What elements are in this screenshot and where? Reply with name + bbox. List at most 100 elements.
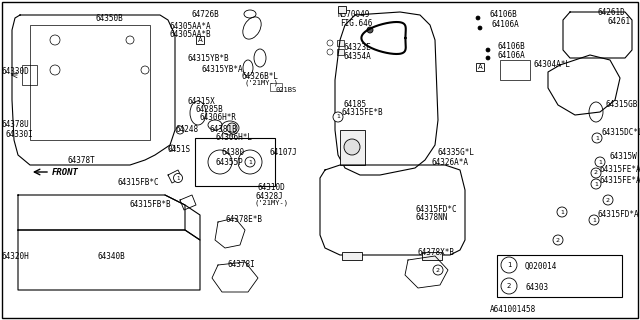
Text: 64381B: 64381B xyxy=(210,125,237,134)
Circle shape xyxy=(557,207,567,217)
Bar xyxy=(422,252,442,260)
Text: 1: 1 xyxy=(248,159,252,164)
Circle shape xyxy=(344,139,360,155)
Circle shape xyxy=(595,157,605,167)
Text: 0451S: 0451S xyxy=(168,145,191,154)
Text: 64315X: 64315X xyxy=(188,97,216,106)
Text: 64315FE*A: 64315FE*A xyxy=(600,176,640,185)
Circle shape xyxy=(333,112,343,122)
Text: 64305AA*A: 64305AA*A xyxy=(170,22,212,31)
Text: 64310D: 64310D xyxy=(258,183,285,192)
Text: 64320H: 64320H xyxy=(2,252,29,261)
Text: 64248: 64248 xyxy=(175,125,198,134)
Text: 64315FB*B: 64315FB*B xyxy=(130,200,172,209)
Text: 64315DC*L: 64315DC*L xyxy=(602,128,640,137)
Bar xyxy=(500,60,530,80)
Text: 1: 1 xyxy=(176,175,180,180)
Text: 2: 2 xyxy=(436,268,440,273)
Text: 64306H*L: 64306H*L xyxy=(215,133,252,142)
Text: 64315YB*B: 64315YB*B xyxy=(188,54,230,63)
Text: 64261: 64261 xyxy=(608,17,631,26)
Text: 64326B*L: 64326B*L xyxy=(242,72,279,81)
Circle shape xyxy=(367,27,373,33)
Text: 1: 1 xyxy=(507,262,511,268)
Circle shape xyxy=(592,133,602,143)
Circle shape xyxy=(478,26,482,30)
Circle shape xyxy=(433,265,443,275)
Text: A: A xyxy=(477,64,483,70)
Circle shape xyxy=(591,168,601,178)
Text: 64378NN: 64378NN xyxy=(416,213,449,222)
Text: 64315FE*B: 64315FE*B xyxy=(342,108,383,117)
Bar xyxy=(340,130,365,165)
Text: 64315FD*C: 64315FD*C xyxy=(415,205,456,214)
Text: 64106B: 64106B xyxy=(498,42,525,51)
Text: 64315YB*A: 64315YB*A xyxy=(202,65,244,74)
Circle shape xyxy=(227,123,237,133)
Text: 1: 1 xyxy=(592,218,596,222)
Text: 64378I: 64378I xyxy=(228,260,256,269)
Bar xyxy=(270,83,282,91)
Circle shape xyxy=(591,179,601,189)
Text: 1: 1 xyxy=(595,135,599,140)
Text: 64335G*L: 64335G*L xyxy=(437,148,474,157)
Bar xyxy=(337,49,344,55)
Text: 64330D: 64330D xyxy=(2,67,29,76)
Circle shape xyxy=(501,278,517,294)
Bar xyxy=(476,63,484,71)
Bar xyxy=(22,65,37,85)
Text: A641001458: A641001458 xyxy=(490,305,536,314)
Text: 2: 2 xyxy=(507,283,511,289)
Text: 64106A: 64106A xyxy=(492,20,520,29)
Text: N370049: N370049 xyxy=(338,10,371,19)
Circle shape xyxy=(173,173,182,182)
Bar xyxy=(342,252,362,260)
Text: 64315W: 64315W xyxy=(610,152,637,161)
Text: 64303: 64303 xyxy=(525,283,548,292)
Text: 64380: 64380 xyxy=(222,148,245,157)
Text: 64185: 64185 xyxy=(344,100,367,109)
Circle shape xyxy=(553,235,563,245)
Circle shape xyxy=(486,56,490,60)
Text: 64726B: 64726B xyxy=(192,10,220,19)
Bar xyxy=(497,255,622,297)
Bar xyxy=(338,6,346,13)
Text: 1: 1 xyxy=(560,210,564,214)
Text: 2: 2 xyxy=(606,197,610,203)
Bar xyxy=(337,40,344,46)
Text: 64354A: 64354A xyxy=(344,52,372,61)
Circle shape xyxy=(501,257,517,273)
Text: 1: 1 xyxy=(598,159,602,164)
Text: 64315FD*A: 64315FD*A xyxy=(598,210,639,219)
Text: Q020014: Q020014 xyxy=(525,262,557,271)
Text: 64350B: 64350B xyxy=(95,14,123,23)
Bar xyxy=(30,25,150,140)
Text: 64261D: 64261D xyxy=(598,8,626,17)
Text: 2: 2 xyxy=(556,237,560,243)
Text: 2: 2 xyxy=(594,171,598,175)
Bar xyxy=(195,138,275,186)
Text: 64378U: 64378U xyxy=(2,120,29,129)
Text: 64306H*R: 64306H*R xyxy=(200,113,237,122)
Text: 64326A*A: 64326A*A xyxy=(432,158,469,167)
Text: 64315GB: 64315GB xyxy=(606,100,638,109)
Text: 021BS: 021BS xyxy=(275,87,296,93)
Text: ('21MY-): ('21MY-) xyxy=(254,200,288,206)
Bar xyxy=(196,36,204,44)
Text: 64106A: 64106A xyxy=(498,51,525,60)
Text: 64378X*B: 64378X*B xyxy=(418,248,455,257)
Text: 64107J: 64107J xyxy=(270,148,298,157)
Text: 64323E: 64323E xyxy=(344,43,372,52)
Circle shape xyxy=(589,215,599,225)
Text: 64340B: 64340B xyxy=(98,252,125,261)
Text: 64355P: 64355P xyxy=(215,158,243,167)
Text: FIG.646: FIG.646 xyxy=(340,19,372,28)
Text: ('21MY-): ('21MY-) xyxy=(244,80,278,86)
Text: 64330I: 64330I xyxy=(5,130,33,139)
Circle shape xyxy=(245,157,255,167)
Text: 64285B: 64285B xyxy=(196,105,224,114)
Text: 1: 1 xyxy=(336,115,340,119)
Text: 64315FB*C: 64315FB*C xyxy=(118,178,159,187)
Text: 1: 1 xyxy=(594,181,598,187)
Text: 64315FE*A: 64315FE*A xyxy=(600,165,640,174)
